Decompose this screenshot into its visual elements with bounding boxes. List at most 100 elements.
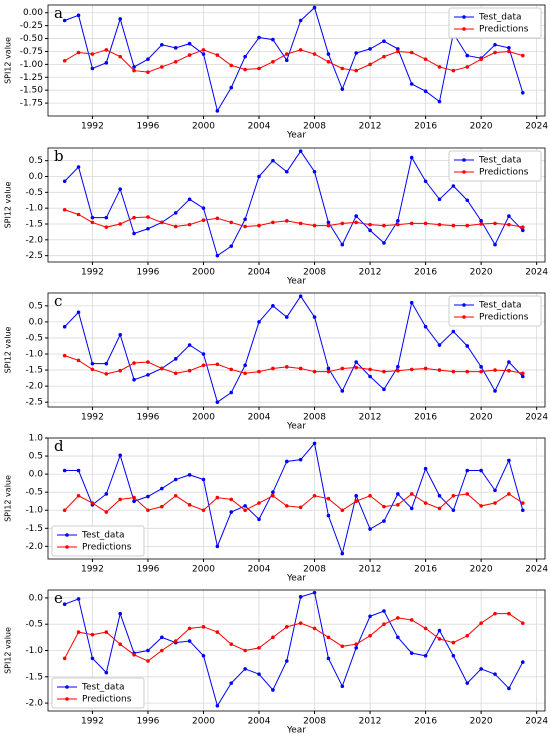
data-point <box>409 618 414 622</box>
plot-frame <box>47 4 546 117</box>
data-point <box>76 597 81 601</box>
data-point <box>284 315 289 319</box>
panel: 0.0 -0.5 -1.0 -1.5 -2.0 1992 1996 2000 2004 2008 2… <box>4 589 549 736</box>
data-point <box>396 616 400 620</box>
data-point <box>465 53 470 58</box>
data-point <box>76 310 81 315</box>
legend-label: Predictions <box>479 313 529 323</box>
data-point <box>507 368 511 373</box>
data-point <box>298 457 303 462</box>
x-tick-label: 1996 <box>137 122 160 132</box>
data-point <box>507 686 511 691</box>
data-point <box>368 367 372 372</box>
data-point <box>354 642 358 646</box>
data-point <box>507 360 511 364</box>
data-point <box>284 504 289 508</box>
data-point <box>396 635 400 640</box>
x-axis-label: Year <box>286 277 306 287</box>
data-point <box>284 459 289 464</box>
data-point <box>132 231 136 236</box>
data-point <box>215 109 220 113</box>
data-point <box>409 155 414 160</box>
plot-frame <box>47 589 546 712</box>
data-point <box>160 648 164 653</box>
panel: 0.00 -0.25 -0.50 -0.75 -1.00 -1.25 -1.50 -1.75 1… <box>4 4 549 141</box>
y-axis-label: SPI12 value <box>4 37 13 84</box>
data-point <box>271 366 275 371</box>
data-point <box>312 626 317 631</box>
data-point <box>409 300 414 305</box>
data-point <box>118 17 122 21</box>
y-tick-label: -1.5 <box>25 672 43 682</box>
x-tick-label: 2008 <box>303 717 326 727</box>
y-tick-label: -1.5 <box>25 524 43 534</box>
data-point <box>479 365 483 369</box>
data-point <box>479 468 483 473</box>
data-point <box>382 39 386 43</box>
data-point <box>451 184 456 188</box>
data-point <box>423 57 428 62</box>
plot-frame <box>47 292 546 408</box>
data-point <box>132 65 136 69</box>
data-point <box>493 50 497 55</box>
data-point <box>451 68 456 73</box>
y-tick-label: -0.5 <box>25 188 43 198</box>
legend-label: Test_data <box>81 683 125 693</box>
data-point <box>201 352 206 356</box>
data-point <box>118 368 122 373</box>
x-tick-label: 2016 <box>414 268 437 278</box>
y-tick-label: -1.75 <box>20 99 43 109</box>
data-point <box>160 220 164 225</box>
data-point <box>437 368 442 372</box>
data-point <box>368 633 372 638</box>
x-axis-label: Year <box>286 131 306 141</box>
data-point <box>493 368 497 372</box>
data-point <box>90 367 95 372</box>
y-tick-label: -0.5 <box>25 488 43 498</box>
data-point <box>257 369 261 374</box>
data-point <box>423 626 428 631</box>
data-point <box>229 220 234 225</box>
data-point <box>312 315 317 319</box>
y-tick-label: -1.0 <box>25 506 43 516</box>
data-point <box>340 221 345 226</box>
data-point <box>62 656 67 661</box>
x-tick-label: 2000 <box>192 413 215 423</box>
data-point <box>520 508 525 513</box>
data-point <box>132 215 136 220</box>
data-point <box>104 670 109 675</box>
data-point <box>520 371 525 376</box>
data-point <box>354 68 358 73</box>
data-point <box>90 632 95 637</box>
legend-label: Predictions <box>479 168 529 178</box>
data-point <box>271 220 275 225</box>
data-point <box>173 46 178 50</box>
y-tick-label: -0.25 <box>20 21 43 31</box>
data-point <box>243 54 247 59</box>
x-tick-label: 2020 <box>470 413 493 423</box>
data-point <box>354 365 358 370</box>
data-point <box>187 473 192 477</box>
y-tick-label: -2.0 <box>25 382 43 392</box>
data-point <box>465 369 470 374</box>
data-point <box>493 42 497 47</box>
data-point <box>520 501 525 505</box>
data-point <box>90 66 95 71</box>
legend-label: Test_data <box>478 13 522 23</box>
data-point <box>326 496 331 501</box>
data-point <box>229 642 234 646</box>
data-point <box>215 216 220 221</box>
data-point <box>326 366 331 371</box>
data-point <box>90 501 95 505</box>
y-tick-label: 0.0 <box>29 172 44 182</box>
data-point <box>229 367 234 372</box>
legend-box <box>448 150 542 182</box>
data-point <box>243 508 247 513</box>
x-tick-label: 2000 <box>192 717 215 727</box>
data-point <box>396 492 400 496</box>
data-point <box>90 656 95 661</box>
data-point <box>340 66 345 71</box>
data-point <box>257 320 261 324</box>
data-point <box>368 62 372 67</box>
series-line <box>64 150 524 257</box>
